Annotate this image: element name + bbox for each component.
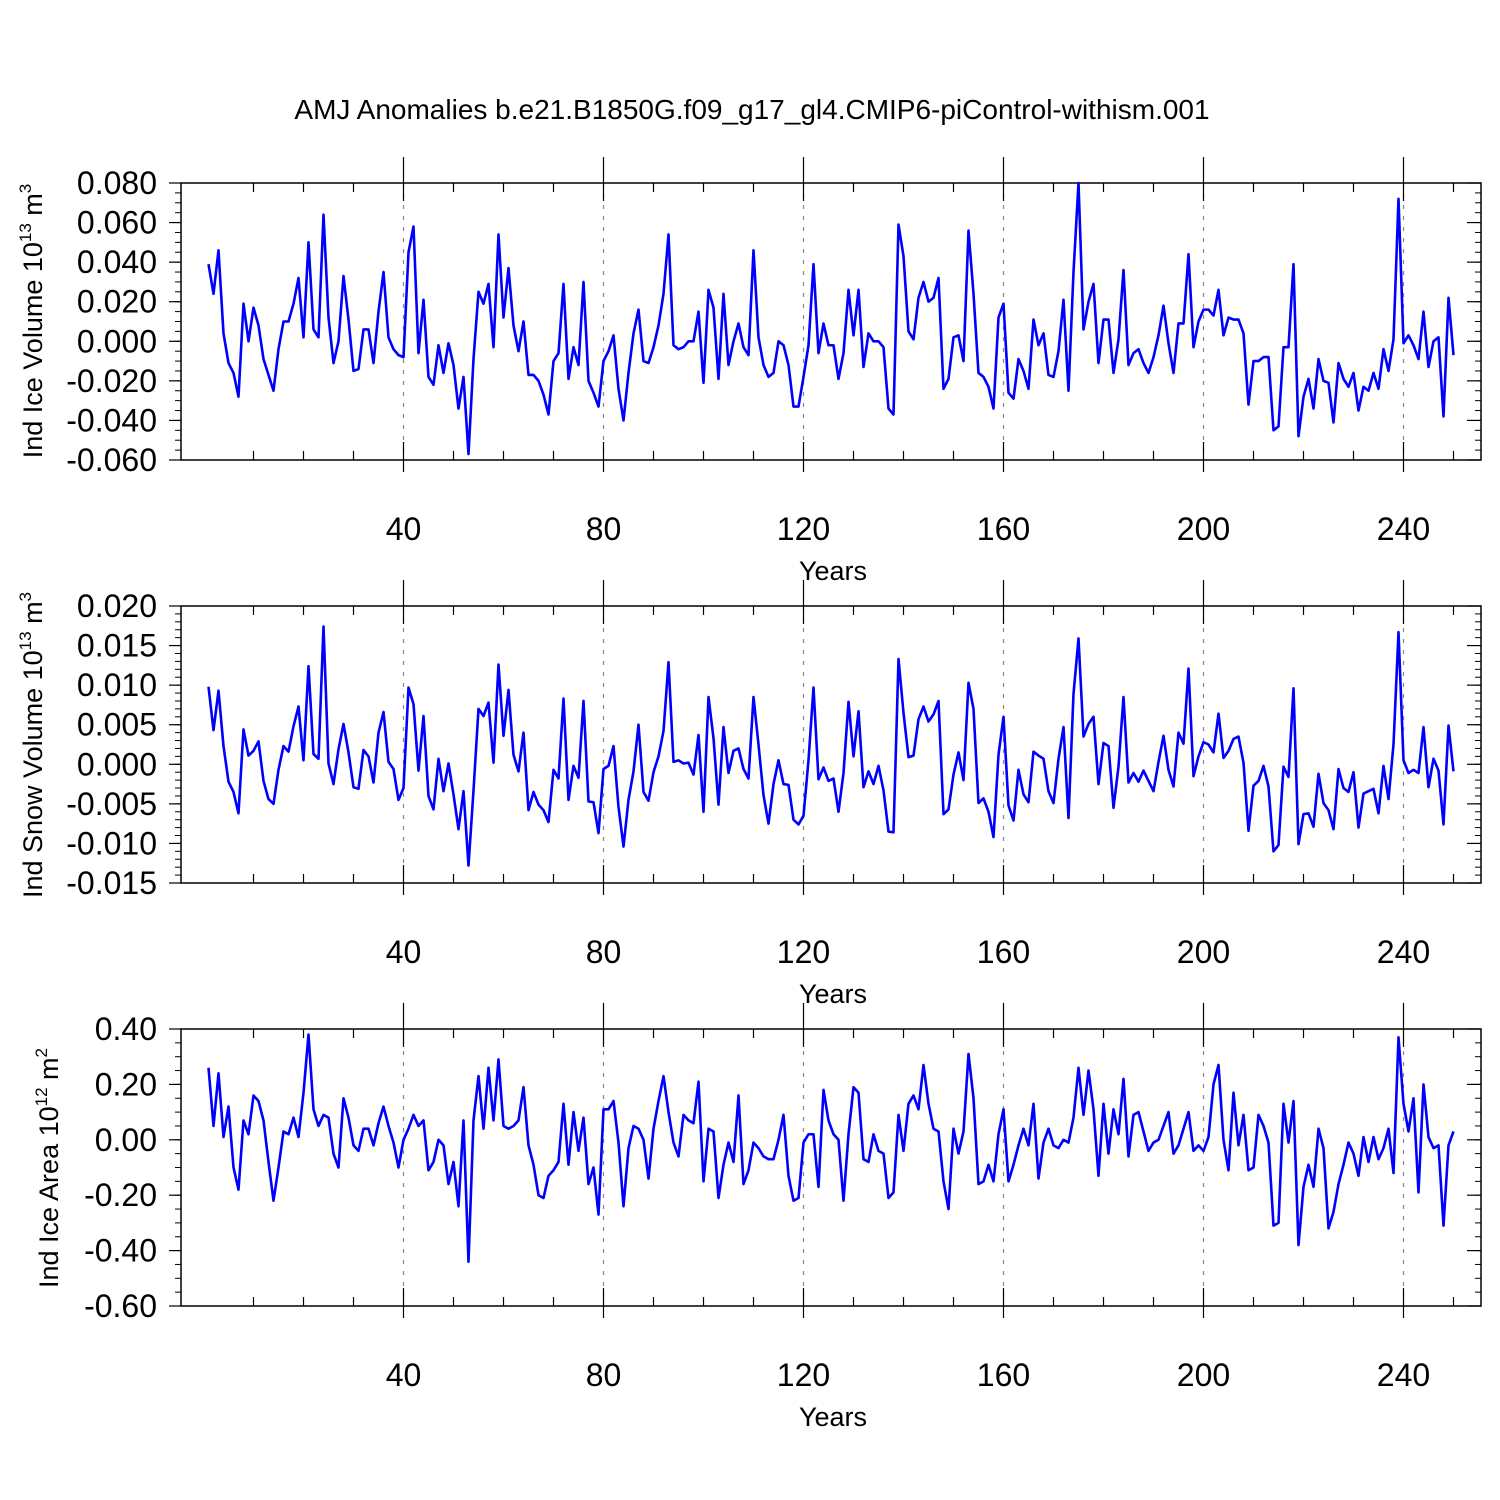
plot-frame [180, 605, 1482, 884]
y-axis-label-unit: m [18, 601, 48, 631]
y-tick-label: -0.005 [66, 786, 157, 822]
y-tick-label: 0.005 [77, 707, 157, 743]
chart-title: AMJ Anomalies b.e21.B1850G.f09_g17_gl4.C… [294, 94, 1209, 125]
y-tick-label: 0.060 [77, 205, 157, 241]
y-axis-label: Ind Snow Volume 1013 m3 [16, 592, 48, 898]
x-tick-label: 120 [777, 511, 830, 547]
panel-2: 40 80 120 160 200 240 Years -0.015 -0.010-0.005 0… [16, 580, 1482, 1009]
y-tick-label: -0.040 [66, 402, 157, 438]
y-axis-label-main: Ind Ice Volume 10 [18, 242, 48, 458]
x-tick-label: 200 [1177, 511, 1230, 547]
panels: 40 80 120 160 200 240Years-0.060-0.040-0.0200… [16, 157, 1482, 1432]
x-tick-label: 240 [1377, 934, 1430, 970]
x-tick-label: 200 [1177, 1357, 1230, 1393]
y-tick-label: 0.000 [77, 323, 157, 359]
x-tick-label: 160 [977, 934, 1030, 970]
series-line [207, 625, 1455, 867]
x-tick-label: 160 [977, 1357, 1030, 1393]
y-tick-label: -0.060 [66, 442, 157, 478]
x-tick-label: 40 [386, 934, 422, 970]
y-axis-label-unit-exponent: 3 [16, 592, 35, 601]
x-tick-label: 240 [1377, 1357, 1430, 1393]
y-axis-label-exponent: 13 [16, 631, 35, 650]
x-tick-label: 80 [586, 1357, 622, 1393]
y-tick-label: 0.020 [77, 284, 157, 320]
y-tick-label: -0.010 [66, 825, 157, 861]
y-axis-label: Ind Ice Area 1012 m2 [32, 1048, 64, 1288]
x-tick-label: 80 [586, 511, 622, 547]
y-axis-label-unit: m [34, 1057, 64, 1087]
y-tick-label: -0.020 [66, 363, 157, 399]
y-axis-label-main: Ind Snow Volume 10 [18, 650, 48, 898]
y-tick-label: 0.010 [77, 667, 157, 703]
series-line [207, 181, 1455, 456]
series-line [207, 1033, 1455, 1263]
y-axis-label-exponent: 12 [32, 1087, 51, 1106]
y-axis-label: Ind Ice Volume 1013 m3 [16, 184, 48, 459]
x-tick-label: 80 [586, 934, 622, 970]
x-tick-label: 160 [977, 511, 1030, 547]
y-tick-label: -0.015 [66, 865, 157, 901]
x-tick-label: 40 [386, 511, 422, 547]
panel-3: 40 80 120 160 200 240 Years -0.60 -0.40 -0.20 0.00… [32, 1003, 1482, 1432]
x-tick-label: 240 [1377, 511, 1430, 547]
x-axis-label: Years [799, 1402, 867, 1432]
x-axis-label: Years [799, 556, 867, 586]
x-tick-label: 120 [777, 934, 830, 970]
y-axis-label-main: Ind Ice Area 10 [34, 1106, 64, 1288]
y-tick-label: -0.20 [84, 1177, 157, 1213]
y-tick-label: 0.080 [77, 165, 157, 201]
y-axis-label-unit: m [18, 193, 48, 223]
y-tick-label: -0.60 [84, 1288, 157, 1324]
x-tick-label: 40 [386, 1357, 422, 1393]
y-axis-label-exponent: 13 [16, 223, 35, 242]
y-tick-label: 0.040 [77, 244, 157, 280]
y-tick-label: 0.015 [77, 628, 157, 664]
x-axis-label: Years [799, 979, 867, 1009]
y-tick-label: 0.000 [77, 746, 157, 782]
y-tick-label: 0.020 [77, 588, 157, 624]
y-tick-label: 0.40 [95, 1011, 157, 1047]
panel-1: 40 80 120 160 200 240 Years -0.060 -0.040-0.020 0… [16, 157, 1482, 586]
y-tick-label: 0.20 [95, 1066, 157, 1102]
y-axis-label-unit-exponent: 3 [16, 184, 35, 193]
x-tick-label: 200 [1177, 934, 1230, 970]
y-tick-label: -0.40 [84, 1233, 157, 1269]
y-axis-label-unit-exponent: 2 [32, 1048, 51, 1057]
y-tick-label: 0.00 [95, 1122, 157, 1158]
x-tick-label: 120 [777, 1357, 830, 1393]
